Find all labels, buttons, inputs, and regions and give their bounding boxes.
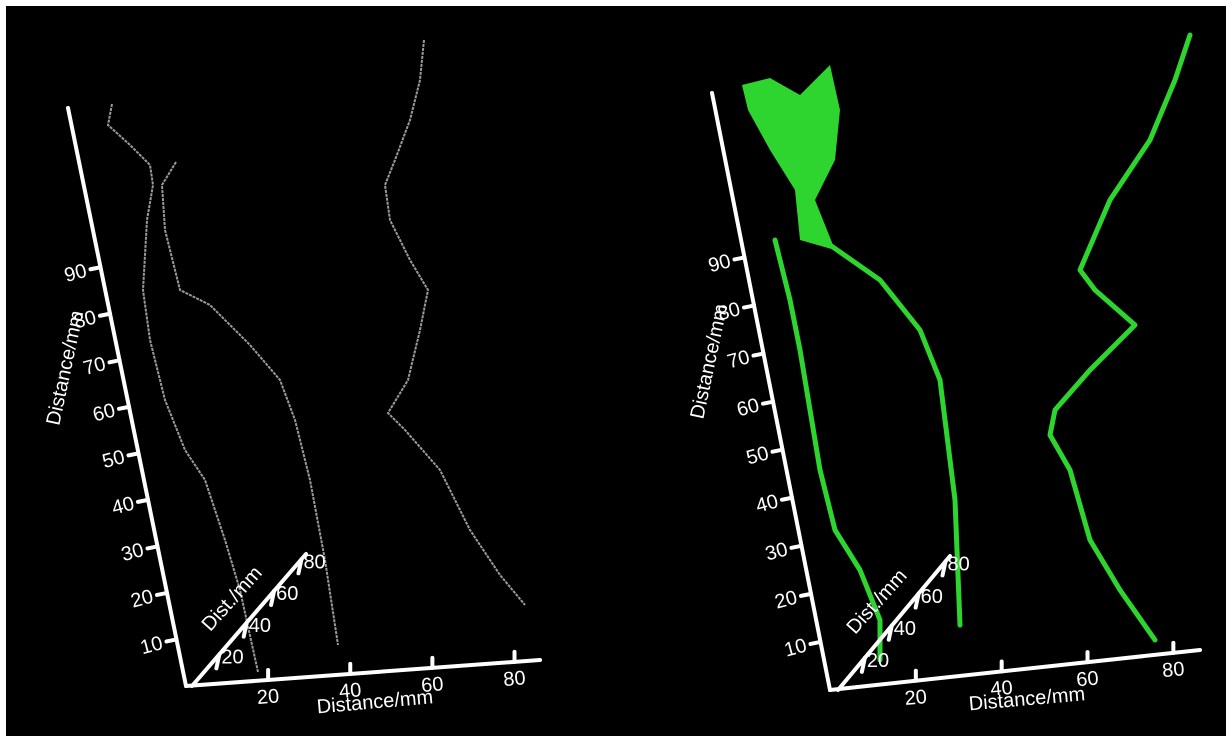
tick-mark	[859, 655, 867, 674]
depth-tick-label: 60	[921, 586, 943, 608]
depth-tick-label: 60	[276, 583, 298, 605]
tick-mark	[886, 623, 894, 642]
tick-mark	[296, 557, 304, 576]
horizontal-axis	[828, 648, 1202, 692]
tick-mark	[761, 399, 776, 406]
x-tick-label: 60	[1075, 668, 1099, 692]
depth-tick-label: 80	[303, 552, 325, 574]
tick-mark	[214, 652, 222, 671]
tick-mark	[913, 591, 921, 610]
tick-mark	[107, 358, 122, 365]
green-tracks	[742, 32, 1193, 663]
track	[772, 237, 883, 663]
tick-mark	[808, 639, 823, 646]
tick-mark	[269, 588, 277, 607]
tick-mark	[241, 620, 249, 639]
blob	[742, 65, 840, 250]
x-tick-label: 20	[904, 686, 928, 710]
depth-tick-label: 20	[867, 650, 889, 672]
tick-mark	[98, 311, 113, 318]
tick-mark	[126, 451, 141, 458]
depth-axis	[836, 554, 952, 692]
horizontal-axis	[184, 658, 542, 688]
depth-tick-label: 80	[948, 554, 970, 576]
gray-tracks	[106, 39, 526, 673]
depth-tick-label: 40	[249, 615, 271, 637]
track	[106, 103, 259, 673]
track	[160, 161, 339, 646]
depth-tick-label: 40	[894, 618, 916, 640]
depth-axis	[190, 552, 308, 688]
tick-mark	[732, 255, 747, 262]
vertical-axis	[710, 91, 832, 692]
tick-mark	[742, 303, 757, 310]
tick-mark	[136, 497, 151, 504]
track	[1047, 32, 1193, 643]
tick-mark	[780, 495, 795, 502]
tick-mark	[164, 637, 179, 644]
tick-mark	[940, 559, 948, 578]
track	[383, 39, 526, 606]
tick-mark	[789, 543, 804, 550]
tick-mark	[751, 351, 766, 358]
tick-mark	[145, 544, 160, 551]
x-tick-label: 80	[1161, 658, 1185, 682]
figure-background	[6, 6, 1226, 736]
x-tick-label: 20	[256, 685, 280, 709]
tick-mark	[155, 590, 170, 597]
tick-mark	[770, 447, 785, 454]
tick-mark	[88, 265, 103, 272]
vertical-axis	[66, 106, 188, 688]
depth-tick-label: 20	[221, 647, 243, 669]
tick-mark	[799, 591, 814, 598]
x-tick-label: 60	[420, 673, 444, 697]
tick-mark	[117, 404, 132, 411]
x-tick-label: 40	[990, 677, 1014, 701]
x-tick-label: 80	[502, 667, 526, 691]
x-tick-label: 40	[338, 679, 362, 703]
track	[797, 107, 963, 628]
